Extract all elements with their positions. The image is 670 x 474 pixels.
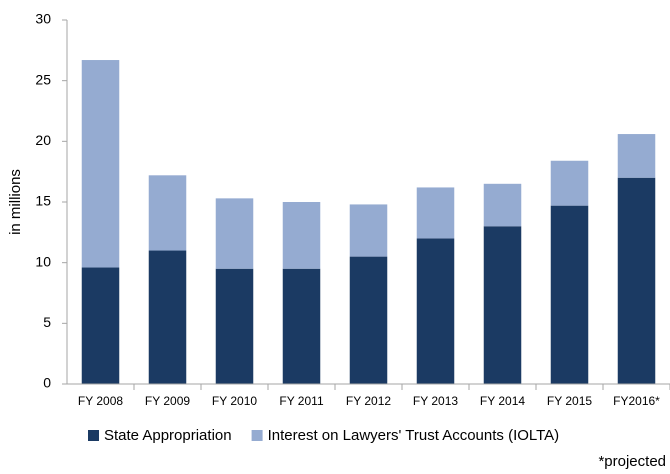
legend-label: State Appropriation — [104, 427, 232, 444]
bar-segment — [550, 160, 589, 206]
x-tick-label: FY 2009 — [145, 394, 190, 408]
bar-segment — [483, 226, 522, 384]
bar-segment — [148, 175, 187, 251]
x-tick-label: FY 2010 — [212, 394, 257, 408]
bar-segment — [617, 134, 656, 178]
y-axis-label: in millions — [7, 169, 24, 235]
bar-segment — [349, 256, 388, 384]
y-tick-label: 30 — [35, 11, 51, 27]
bar-segment — [148, 250, 187, 384]
bar-segment — [81, 60, 120, 268]
x-tick-label: FY 2011 — [279, 394, 324, 408]
bar-segment — [416, 187, 455, 239]
bar-segment — [81, 267, 120, 384]
bar-segment — [215, 198, 254, 269]
legend-label: Interest on Lawyers' Trust Accounts (IOL… — [268, 427, 560, 444]
note: *projected — [598, 453, 666, 470]
legend-swatch — [251, 430, 263, 441]
bar-segment — [483, 183, 522, 227]
bar-segment — [282, 268, 321, 384]
bar-segment — [349, 204, 388, 257]
y-tick-label: 15 — [35, 193, 51, 209]
bar-segment — [215, 268, 254, 384]
y-tick-label: 0 — [43, 375, 51, 391]
x-tick-label: FY2016* — [613, 394, 660, 408]
bar-segment — [416, 238, 455, 384]
legend-swatch — [88, 430, 99, 441]
x-tick-label: FY 2013 — [413, 394, 458, 408]
bar-segment — [617, 177, 656, 384]
x-tick-label: FY 2008 — [78, 394, 123, 408]
y-tick-label: 5 — [43, 314, 51, 330]
bar-segment — [282, 202, 321, 269]
y-tick-label: 20 — [35, 132, 51, 148]
x-tick-label: FY 2014 — [480, 394, 525, 408]
x-tick-label: FY 2012 — [346, 394, 391, 408]
y-tick-label: 10 — [35, 253, 51, 269]
x-tick-label: FY 2015 — [547, 394, 592, 408]
bar-segment — [550, 205, 589, 384]
y-tick-label: 25 — [35, 71, 51, 87]
